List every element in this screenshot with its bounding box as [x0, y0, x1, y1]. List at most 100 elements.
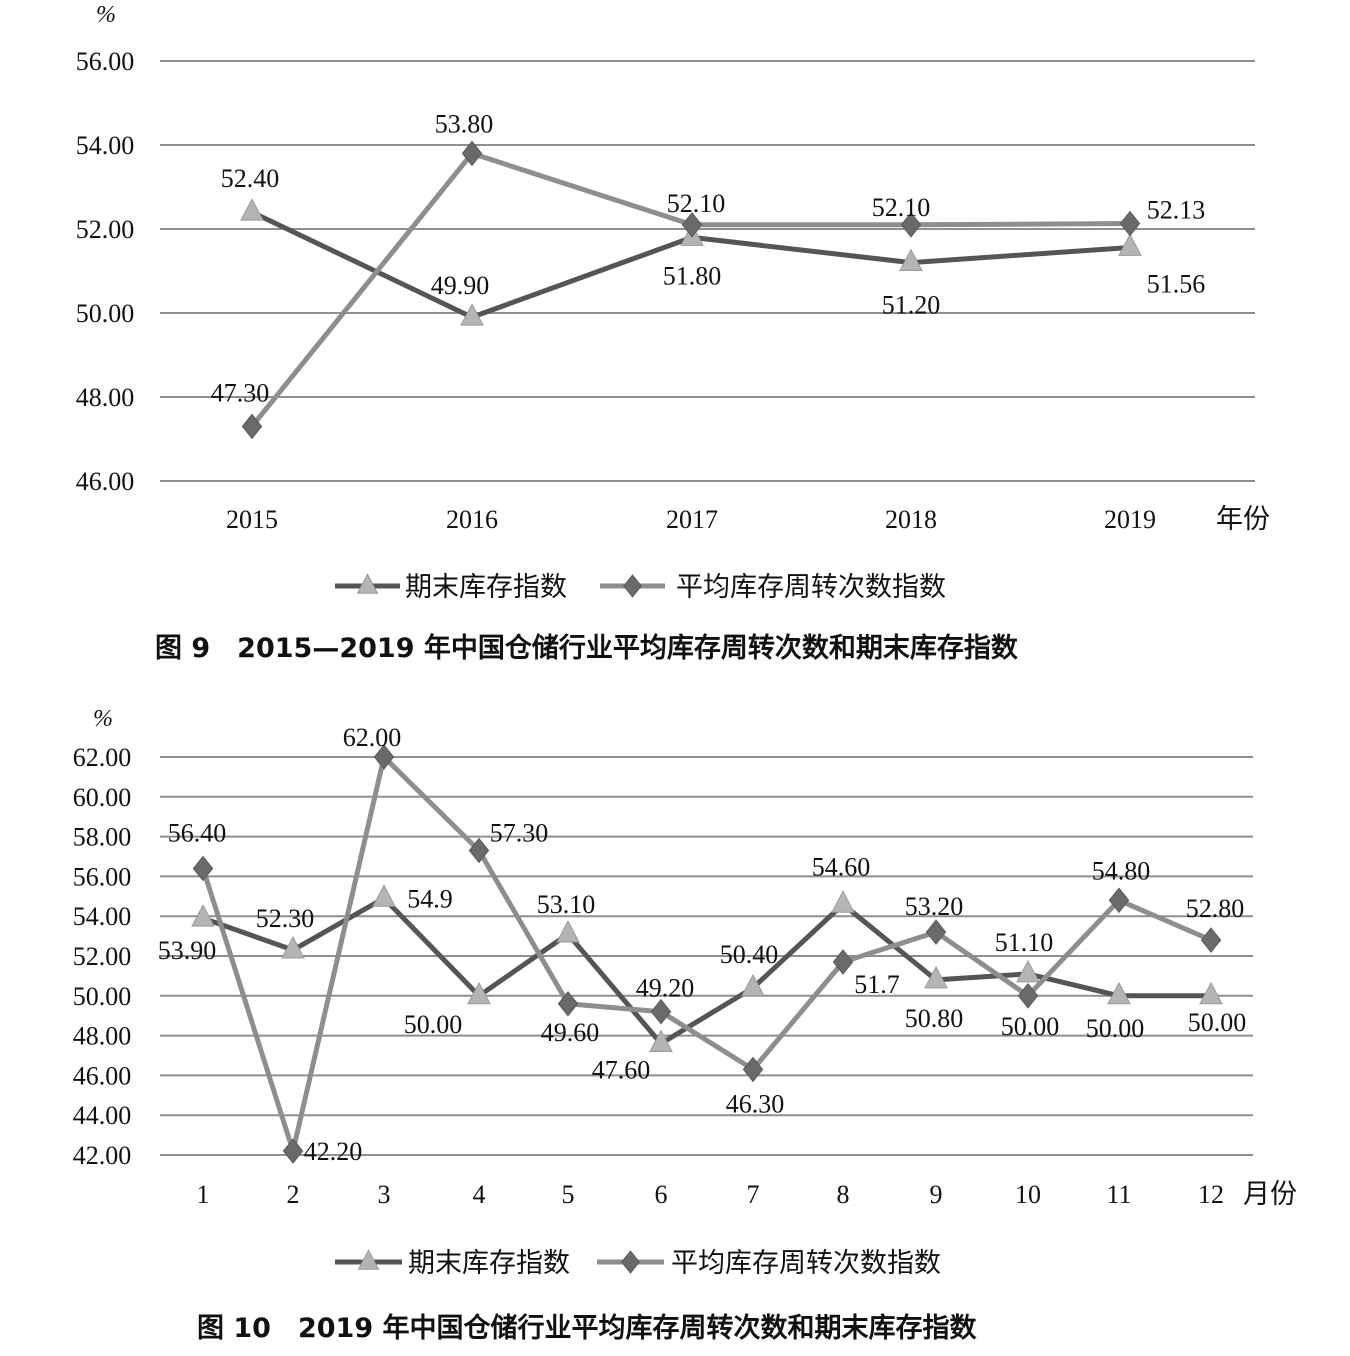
data-point-triangle	[1016, 959, 1040, 983]
y-tick-label: 52.00	[76, 215, 135, 244]
figure-caption: 图 9 2015—2019 年中国仓储行业平均库存周转次数和期末库存指数	[155, 632, 1019, 664]
data-label: 53.80	[435, 109, 494, 138]
data-point-triangle	[1107, 981, 1131, 1005]
y-tick-label: 56.00	[76, 47, 135, 76]
x-tick-label: 2016	[446, 505, 498, 534]
y-axis-unit: %	[93, 706, 113, 732]
x-tick-label: 12	[1198, 1180, 1224, 1209]
x-tick-label: 1	[197, 1180, 210, 1209]
data-point-diamond	[282, 1138, 304, 1164]
data-label: 52.13	[1147, 196, 1206, 225]
data-label: 49.90	[431, 271, 490, 300]
data-point-diamond	[681, 211, 703, 238]
data-point-diamond	[742, 1056, 764, 1083]
data-label: 50.00	[404, 1010, 463, 1039]
data-label: 54.80	[1092, 856, 1151, 885]
legend-label-ending-inventory: 期末库存指数	[405, 572, 567, 603]
data-label: 47.30	[211, 378, 270, 407]
x-tick-label: 8	[837, 1180, 850, 1209]
x-tick-label: 2019	[1104, 505, 1156, 534]
x-tick-label: 2	[287, 1180, 300, 1209]
data-point-triangle	[372, 884, 396, 907]
data-point-triangle	[831, 890, 855, 913]
data-label: 51.7	[854, 970, 900, 999]
y-tick-label: 46.00	[76, 467, 135, 496]
data-label: 50.00	[1086, 1014, 1145, 1043]
x-tick-label: 2015	[226, 505, 278, 534]
data-label: 54.60	[812, 852, 871, 881]
data-label: 56.40	[168, 818, 227, 847]
data-label: 50.00	[1001, 1012, 1060, 1041]
data-point-diamond	[650, 998, 672, 1025]
data-point-triangle	[1118, 233, 1142, 256]
data-point-triangle	[649, 1029, 673, 1053]
data-label: 52.80	[1186, 894, 1245, 923]
x-tick-label: 11	[1106, 1180, 1131, 1209]
data-point-diamond	[1017, 982, 1039, 1009]
x-tick-label: 6	[655, 1180, 668, 1209]
legend-label-turnover: 平均库存周转次数指数	[671, 1248, 941, 1279]
data-point-diamond	[925, 919, 947, 945]
data-label: 47.60	[592, 1056, 651, 1085]
y-tick-label: 58.00	[73, 823, 132, 852]
y-tick-label: 46.00	[73, 1061, 132, 1090]
data-label: 57.30	[490, 819, 549, 848]
x-tick-label: 9	[930, 1180, 943, 1209]
data-point-diamond	[241, 413, 263, 440]
legend-label-ending-inventory: 期末库存指数	[408, 1248, 570, 1279]
x-tick-label: 4	[473, 1180, 486, 1209]
data-point-diamond	[557, 990, 579, 1017]
data-label: 52.40	[221, 164, 280, 193]
data-label: 51.56	[1147, 269, 1206, 298]
data-label: 53.10	[537, 890, 596, 919]
data-point-triangle	[460, 303, 484, 326]
figure-caption: 图 10 2019 年中国仓储行业平均库存周转次数和期末库存指数	[197, 1312, 978, 1344]
x-tick-label: 2017	[666, 505, 718, 534]
data-point-triangle	[467, 981, 491, 1005]
x-axis-title: 年份	[1216, 504, 1270, 535]
data-label: 52.10	[667, 189, 726, 218]
data-point-diamond	[1108, 887, 1130, 914]
series-line-turnover	[200, 754, 1212, 1154]
y-tick-label: 50.00	[73, 982, 132, 1011]
x-tick-label: 3	[378, 1180, 391, 1209]
data-point-triangle	[899, 248, 923, 272]
data-label: 53.90	[158, 936, 217, 965]
data-point-triangle	[240, 198, 264, 221]
data-point-diamond	[900, 211, 922, 238]
data-point-diamond	[832, 949, 854, 975]
legend-marker-diamond	[621, 1250, 640, 1274]
data-label: 51.10	[995, 928, 1054, 957]
data-label: 52.30	[256, 904, 315, 933]
data-label: 49.20	[636, 974, 695, 1003]
data-label: 54.9	[407, 884, 453, 913]
legend-marker-triangle	[356, 573, 379, 594]
legend-marker-diamond	[623, 574, 642, 598]
data-point-diamond	[461, 140, 483, 167]
legend-label-turnover: 平均库存周转次数指数	[676, 572, 946, 603]
data-label: 50.00	[1188, 1008, 1247, 1037]
data-point-triangle	[556, 920, 580, 943]
data-label: 50.40	[720, 940, 779, 969]
x-tick-label: 7	[747, 1180, 760, 1209]
y-tick-label: 44.00	[73, 1101, 132, 1130]
data-point-diamond	[192, 855, 214, 882]
y-tick-label: 48.00	[76, 383, 135, 412]
data-point-diamond	[1200, 927, 1222, 953]
data-point-triangle	[191, 904, 215, 927]
chart-2: 62.00 60.00 58.00 56.00 54.00 52.00 50.00 48.00…	[73, 706, 1297, 1344]
data-point-triangle	[1199, 981, 1223, 1005]
y-tick-label: 60.00	[73, 783, 132, 812]
data-label: 52.10	[872, 193, 931, 222]
x-axis-title: 月份	[1243, 1179, 1297, 1210]
data-point-triangle	[924, 965, 948, 989]
x-tick-label: 5	[562, 1180, 575, 1209]
data-label: 51.20	[882, 291, 941, 320]
y-tick-label: 52.00	[73, 942, 132, 971]
data-label: 62.00	[343, 723, 402, 752]
x-tick-label: 2018	[885, 505, 937, 534]
y-tick-label: 54.00	[76, 131, 135, 160]
legend-marker-triangle	[357, 1249, 380, 1270]
y-tick-label: 56.00	[73, 862, 132, 891]
